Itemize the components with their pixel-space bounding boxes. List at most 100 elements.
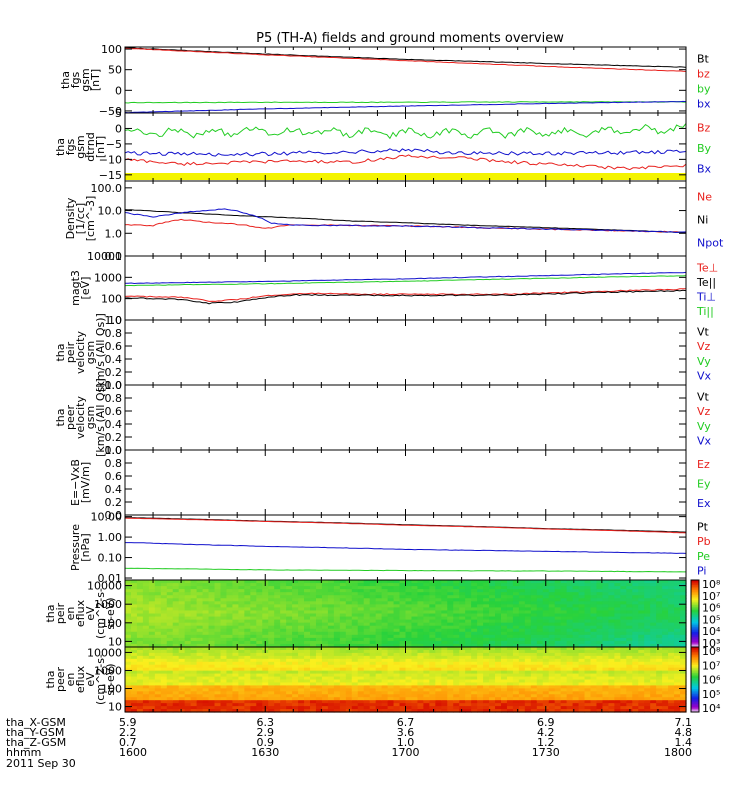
spectrogram-cell <box>477 604 484 609</box>
y-axis-label: magt3 <box>69 270 82 306</box>
spectrogram-cell <box>256 673 263 678</box>
spectrogram-cell <box>172 679 180 684</box>
spectrogram-cell <box>662 613 669 618</box>
spectrogram-cell <box>250 619 257 624</box>
spectrogram-cell <box>620 661 627 666</box>
spectrogram-cell <box>166 647 174 651</box>
spectrogram-cell <box>602 643 610 648</box>
panel-frame <box>124 112 687 182</box>
spectrogram-cell <box>178 655 186 660</box>
spectrogram-cell <box>429 625 436 630</box>
spectrogram-cell <box>518 640 526 645</box>
spectrogram-cell <box>405 652 413 657</box>
spectrogram-cell <box>190 706 198 710</box>
spectrogram-cell <box>459 625 466 630</box>
spectrogram-cell <box>650 658 657 663</box>
spectrogram-cell <box>518 670 526 675</box>
colorbar-tick-label: 10⁷ <box>702 659 720 672</box>
spectrogram-cell <box>548 709 556 713</box>
spectrogram-cell <box>363 643 371 648</box>
spectrogram-cell <box>417 655 425 660</box>
spectrogram-cell <box>232 643 239 648</box>
spectrogram-cell <box>668 598 675 602</box>
spectrogram-cell <box>656 607 663 612</box>
spectrogram-cell <box>214 676 222 681</box>
spectrogram-cell <box>399 655 407 660</box>
spectrogram-cell <box>130 691 138 695</box>
spectrogram-cell <box>506 637 514 642</box>
spectrogram-cell <box>626 652 633 657</box>
spectrogram-cell <box>465 658 472 663</box>
spectrogram-cell <box>447 598 454 602</box>
spectrogram-cell <box>524 619 532 624</box>
spectrogram-cell <box>208 628 216 633</box>
spectrogram-cell <box>423 652 430 657</box>
spectrogram-cell <box>500 673 508 678</box>
panel-frame <box>124 319 687 386</box>
spectrogram-cell <box>130 667 138 672</box>
spectrogram-cell <box>411 610 419 615</box>
spectrogram-cell <box>387 637 395 642</box>
spectrogram-cell <box>136 661 144 666</box>
spectrogram-cell <box>441 679 448 684</box>
spectrogram-cell <box>632 598 639 602</box>
spectrogram-cell <box>566 634 574 639</box>
spectrogram-cell <box>250 622 257 627</box>
spectrogram-cell <box>208 598 216 602</box>
colorbar-tick-label: 10⁶ <box>702 674 721 687</box>
spectrogram-cell <box>578 676 586 681</box>
spectrogram-cell <box>339 604 347 609</box>
spectrogram-cell <box>614 580 621 584</box>
spectrogram-cell <box>453 586 460 590</box>
spectrogram-cell <box>626 637 633 642</box>
spectrogram-cell <box>244 679 251 684</box>
spectrogram-cell <box>172 706 180 710</box>
spectrogram-cell <box>536 703 544 707</box>
spectrogram-cell <box>548 607 556 612</box>
spectrogram-cell <box>125 586 132 590</box>
spectrogram-cell <box>554 697 562 701</box>
spectrogram-cell <box>202 610 210 615</box>
spectrogram-cell <box>363 583 371 587</box>
spectrogram-cell <box>363 598 371 602</box>
spectrogram-cell <box>626 682 633 686</box>
spectrogram-cell <box>566 592 574 596</box>
spectrogram-cell <box>668 667 675 672</box>
spectrogram-cell <box>614 586 621 590</box>
spectrogram-cell <box>136 580 144 584</box>
spectrogram-cell <box>160 637 168 642</box>
spectrogram-cell <box>357 697 365 701</box>
spectrogram-cell <box>602 682 610 686</box>
spectrogram-cell <box>626 661 633 666</box>
spectrogram-cell <box>536 673 544 678</box>
spectrogram-cell <box>662 688 669 692</box>
spectrogram-cell <box>429 643 436 648</box>
y-axis-label: eV <box>84 672 97 687</box>
spectrogram-cell <box>292 691 299 695</box>
spectrogram-cell <box>172 586 180 590</box>
spectrogram-cell <box>160 604 168 609</box>
spectrogram-cell <box>632 580 639 584</box>
spectrogram-cell <box>280 679 287 684</box>
spectrogram-cell <box>506 643 514 648</box>
spectrogram-cell <box>465 622 472 627</box>
spectrogram-cell <box>292 658 299 663</box>
spectrogram-cell <box>375 673 383 678</box>
spectrogram-cell <box>387 679 395 684</box>
spectrogram-cell <box>620 622 627 627</box>
spectrogram-cell <box>578 679 586 684</box>
spectrogram-cell <box>244 682 251 686</box>
spectrogram-cell <box>154 589 162 593</box>
spectrogram-cell <box>405 604 413 609</box>
spectrogram-cell <box>530 637 538 642</box>
spectrogram-cell <box>136 691 144 695</box>
spectrogram-cell <box>429 709 436 713</box>
spectrogram-cell <box>560 655 568 660</box>
spectrogram-cell <box>471 655 478 660</box>
spectrogram-cell <box>626 655 633 660</box>
spectrogram-cell <box>453 664 460 669</box>
spectrogram-cell <box>465 640 472 645</box>
spectrogram-cell <box>321 649 329 654</box>
spectrogram-cell <box>465 661 472 666</box>
spectrogram-cell <box>339 586 347 590</box>
